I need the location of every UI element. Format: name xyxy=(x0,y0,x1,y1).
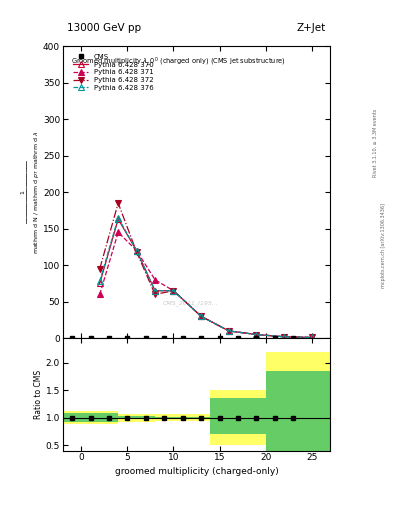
Pythia 6.428 370 xyxy=(116,216,121,222)
Pythia 6.428 370 xyxy=(254,331,259,337)
CMS xyxy=(180,335,185,342)
Pythia 6.428 372 xyxy=(199,313,204,319)
Y-axis label: 1
─────────────────
mathrm d N / mathrm d $p_T$ mathrm d $\lambda$: 1 ───────────────── mathrm d N / mathrm … xyxy=(20,131,42,254)
Pythia 6.428 372 xyxy=(282,334,286,340)
Pythia 6.428 372 xyxy=(226,328,231,334)
CMS xyxy=(254,335,259,342)
Text: CMS_2021_I195...: CMS_2021_I195... xyxy=(163,301,219,306)
Pythia 6.428 370 xyxy=(171,288,176,294)
Pythia 6.428 372 xyxy=(309,334,314,340)
Line: Pythia 6.428 372: Pythia 6.428 372 xyxy=(97,200,314,340)
Line: CMS: CMS xyxy=(70,336,296,340)
Text: 13000 GeV pp: 13000 GeV pp xyxy=(67,23,141,33)
Pythia 6.428 370 xyxy=(97,281,102,287)
Pythia 6.428 371 xyxy=(116,229,121,236)
CMS xyxy=(107,335,111,342)
Line: Pythia 6.428 376: Pythia 6.428 376 xyxy=(97,215,314,340)
Text: Rivet 3.1.10, ≥ 3.3M events: Rivet 3.1.10, ≥ 3.3M events xyxy=(373,109,378,178)
CMS xyxy=(70,335,74,342)
Pythia 6.428 371 xyxy=(282,334,286,340)
Pythia 6.428 371 xyxy=(152,276,157,283)
Pythia 6.428 371 xyxy=(226,328,231,334)
Pythia 6.428 376 xyxy=(309,334,314,340)
Pythia 6.428 376 xyxy=(171,288,176,294)
CMS xyxy=(125,335,130,342)
Pythia 6.428 376 xyxy=(282,334,286,340)
Legend: CMS, Pythia 6.428 370, Pythia 6.428 371, Pythia 6.428 372, Pythia 6.428 376: CMS, Pythia 6.428 370, Pythia 6.428 371,… xyxy=(72,52,155,92)
Pythia 6.428 372 xyxy=(171,288,176,294)
Pythia 6.428 370 xyxy=(282,334,286,340)
Pythia 6.428 372 xyxy=(152,291,157,297)
Pythia 6.428 372 xyxy=(97,266,102,272)
Pythia 6.428 376 xyxy=(134,247,139,253)
Pythia 6.428 371 xyxy=(309,334,314,340)
Pythia 6.428 371 xyxy=(254,331,259,337)
Text: Z+Jet: Z+Jet xyxy=(297,23,326,33)
CMS xyxy=(217,335,222,342)
Line: Pythia 6.428 370: Pythia 6.428 370 xyxy=(97,217,314,340)
Pythia 6.428 371 xyxy=(97,291,102,297)
Pythia 6.428 372 xyxy=(134,249,139,255)
Pythia 6.428 371 xyxy=(199,313,204,319)
Pythia 6.428 376 xyxy=(199,313,204,319)
Y-axis label: Ratio to CMS: Ratio to CMS xyxy=(34,370,43,419)
Pythia 6.428 376 xyxy=(116,215,121,221)
Pythia 6.428 372 xyxy=(116,200,121,206)
CMS xyxy=(272,335,277,342)
Text: Groomed multiplicity $\lambda\_0^0$ (charged only) (CMS jet substructure): Groomed multiplicity $\lambda\_0^0$ (cha… xyxy=(71,55,286,68)
X-axis label: groomed multiplicity (charged-only): groomed multiplicity (charged-only) xyxy=(115,466,278,476)
Pythia 6.428 371 xyxy=(134,247,139,253)
CMS xyxy=(88,335,93,342)
CMS xyxy=(143,335,148,342)
CMS xyxy=(236,335,241,342)
Pythia 6.428 370 xyxy=(309,334,314,340)
Text: mcplots.cern.ch [arXiv:1306.3436]: mcplots.cern.ch [arXiv:1306.3436] xyxy=(381,203,386,288)
CMS xyxy=(162,335,167,342)
Pythia 6.428 371 xyxy=(171,288,176,294)
Line: Pythia 6.428 371: Pythia 6.428 371 xyxy=(97,229,314,340)
Pythia 6.428 376 xyxy=(97,278,102,284)
CMS xyxy=(199,335,204,342)
CMS xyxy=(291,335,296,342)
Pythia 6.428 370 xyxy=(134,247,139,253)
Pythia 6.428 376 xyxy=(152,288,157,294)
Pythia 6.428 376 xyxy=(226,328,231,334)
Pythia 6.428 370 xyxy=(199,313,204,319)
Pythia 6.428 372 xyxy=(254,331,259,337)
Pythia 6.428 370 xyxy=(152,288,157,294)
Pythia 6.428 370 xyxy=(226,328,231,334)
Pythia 6.428 376 xyxy=(254,331,259,337)
